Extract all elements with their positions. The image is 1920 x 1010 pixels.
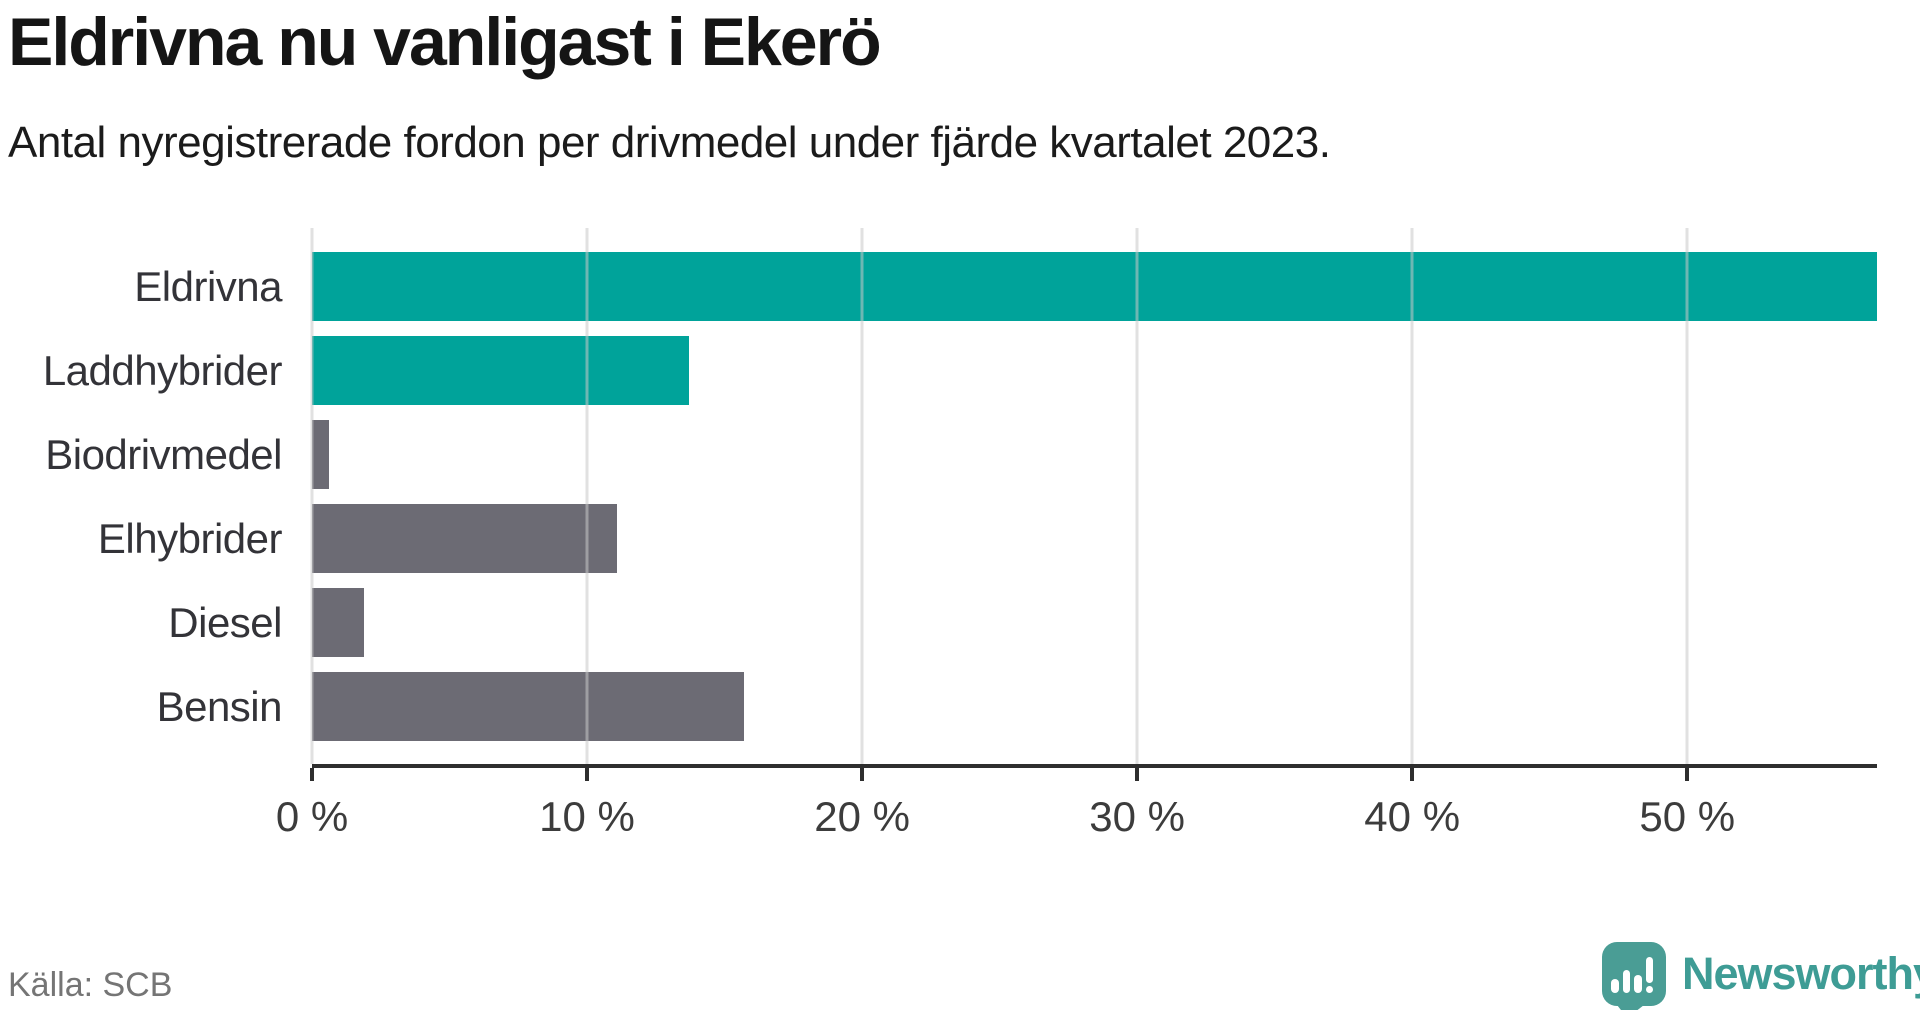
gridline-20 bbox=[860, 228, 864, 764]
gridline-40 bbox=[1410, 228, 1414, 764]
x-tick-mark-40 bbox=[1410, 768, 1415, 781]
x-tick-mark-30 bbox=[1135, 768, 1140, 781]
category-label-laddhybrider: Laddhybrider bbox=[42, 346, 283, 394]
x-tick-label-40: 40 % bbox=[1364, 793, 1461, 840]
bar-row-bensin bbox=[312, 672, 1877, 756]
page-title: Eldrivna nu vanligast i Ekerö bbox=[8, 4, 882, 80]
speech-bubble-tail bbox=[1617, 1005, 1644, 1010]
logo-exclamation-glyph bbox=[1645, 956, 1653, 993]
bar-bensin bbox=[312, 672, 744, 741]
brand-logo: Newsworthy bbox=[1602, 942, 1920, 1010]
gridline-0 bbox=[310, 228, 314, 764]
bar-row-biodrivmedel bbox=[312, 420, 1877, 504]
category-label-eldrivna: Eldrivna bbox=[134, 262, 282, 310]
source-caption: Källa: SCB bbox=[8, 966, 173, 1004]
x-tick-mark-0 bbox=[310, 768, 314, 781]
category-label-biodrivmedel: Biodrivmedel bbox=[45, 430, 282, 478]
x-tick-label-10: 10 % bbox=[539, 793, 635, 840]
gridline-50 bbox=[1685, 228, 1689, 764]
x-tick-mark-20 bbox=[860, 768, 865, 781]
x-tick-mark-10 bbox=[585, 768, 590, 781]
x-axis-line bbox=[312, 764, 1877, 768]
logo-bar-chart-glyph bbox=[1611, 956, 1653, 993]
x-tick-mark-50 bbox=[1685, 768, 1690, 781]
bar-row-laddhybrider bbox=[312, 336, 1877, 420]
x-tick-label-50: 50 % bbox=[1639, 793, 1736, 840]
brand-wordmark: Newsworthy bbox=[1682, 948, 1920, 999]
bar-chart: Eldrivna Laddhybrider Biodrivmedel Elhybrid… bbox=[0, 228, 1920, 840]
category-label-elhybrider: Elhybrider bbox=[97, 514, 283, 562]
bar-row-eldrivna bbox=[312, 252, 1877, 336]
plot-area: 0 % 10 % 20 % 30 % 40 % 50 % bbox=[276, 228, 1877, 840]
x-tick-label-30: 30 % bbox=[1089, 793, 1185, 840]
bar-diesel bbox=[312, 588, 365, 657]
gridline-30 bbox=[1135, 228, 1139, 764]
newsworthy-logo-icon bbox=[1602, 942, 1666, 1010]
bar-laddhybrider bbox=[312, 336, 689, 405]
bars-container bbox=[312, 252, 1877, 756]
bar-row-diesel bbox=[312, 588, 1877, 672]
bar-eldrivna bbox=[312, 252, 1877, 321]
page-subtitle: Antal nyregistrerade fordon per drivmede… bbox=[8, 118, 1331, 167]
bar-elhybrider bbox=[312, 504, 618, 573]
gridline-10 bbox=[585, 228, 589, 764]
category-label-column: Eldrivna Laddhybrider Biodrivmedel Elhybrid… bbox=[0, 252, 283, 756]
category-label-bensin: Bensin bbox=[156, 682, 283, 730]
bar-biodrivmedel bbox=[312, 420, 329, 489]
bar-row-elhybrider bbox=[312, 504, 1877, 588]
category-label-diesel: Diesel bbox=[168, 598, 282, 646]
x-tick-label-0: 0 % bbox=[275, 793, 349, 840]
x-tick-label-20: 20 % bbox=[814, 793, 910, 840]
